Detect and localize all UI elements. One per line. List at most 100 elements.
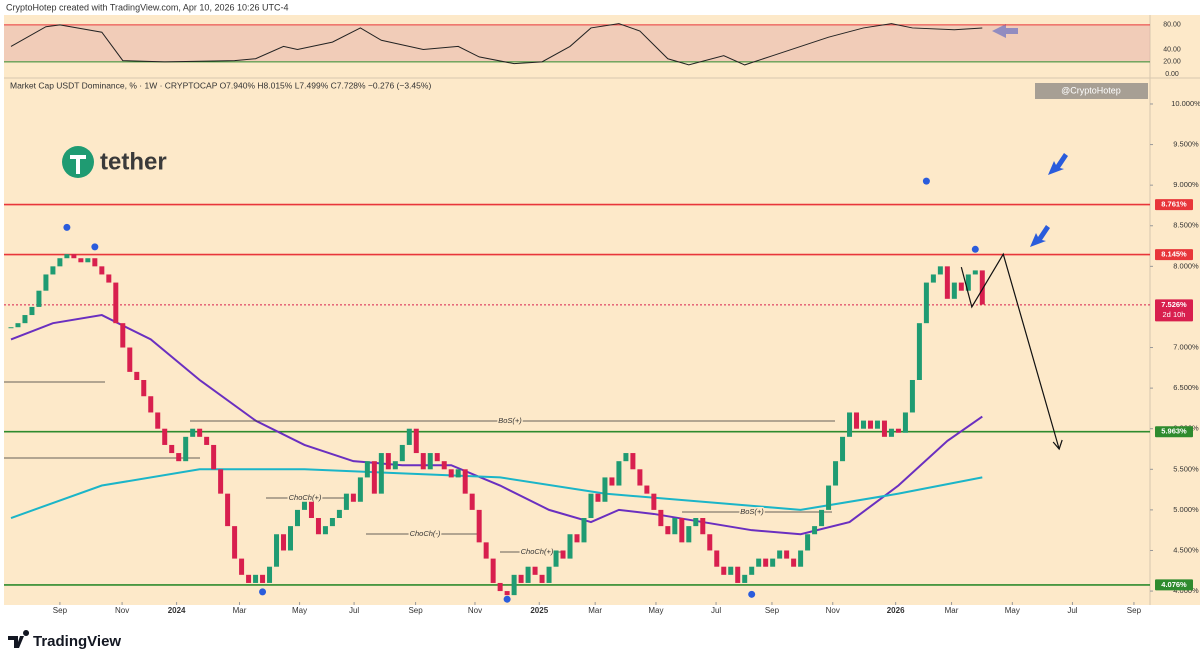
candle-body bbox=[371, 461, 377, 494]
candle-body bbox=[301, 501, 307, 510]
projection-path bbox=[960, 252, 1060, 450]
y-tick-label: 10.000% bbox=[1171, 99, 1200, 108]
candle-body bbox=[867, 420, 873, 429]
candle-body bbox=[176, 453, 182, 462]
candle-body bbox=[420, 453, 426, 470]
legend: Market Cap USDT Dominance, % · 1W · CRYP… bbox=[10, 80, 431, 90]
candle-body bbox=[937, 266, 943, 275]
candle-body bbox=[260, 574, 266, 583]
candle-body bbox=[99, 266, 105, 275]
x-tick-label: 2026 bbox=[887, 606, 905, 615]
level-tag bbox=[1155, 426, 1193, 438]
candle-body bbox=[539, 574, 545, 583]
x-tick-label: 2025 bbox=[530, 606, 548, 615]
logo-text: tether bbox=[100, 148, 167, 175]
candle-body bbox=[616, 461, 622, 486]
candle-body bbox=[462, 469, 468, 494]
pivot-dot bbox=[971, 245, 979, 253]
structure-label: ChoCh(-) bbox=[410, 529, 441, 538]
candle-body bbox=[791, 558, 797, 567]
candle-body bbox=[679, 518, 685, 543]
x-tick-label: Jul bbox=[1067, 606, 1077, 615]
y-tick-label: 9.000% bbox=[1173, 180, 1199, 189]
pivot-dot bbox=[91, 243, 99, 251]
candle-body bbox=[923, 282, 929, 324]
chart-background bbox=[4, 15, 1150, 605]
candle-body bbox=[232, 526, 238, 559]
candle-body bbox=[392, 461, 398, 470]
x-tick-label: Mar bbox=[233, 606, 247, 615]
candle-body bbox=[511, 574, 517, 596]
y-tick-label: 4.500% bbox=[1173, 545, 1199, 554]
candle-body bbox=[721, 566, 727, 575]
candle-body bbox=[64, 254, 70, 259]
candle-body bbox=[57, 258, 63, 267]
structure-label: ChoCh(+) bbox=[289, 493, 322, 502]
candle-body bbox=[294, 509, 300, 527]
x-tick-label: 2024 bbox=[168, 606, 186, 615]
candle-body bbox=[406, 428, 412, 445]
candle-body bbox=[672, 518, 678, 535]
candle-body bbox=[134, 371, 140, 380]
level-label: 7.526% bbox=[1161, 300, 1187, 309]
candle-body bbox=[909, 379, 915, 413]
candle-body bbox=[476, 509, 482, 543]
candle-body bbox=[651, 493, 657, 510]
rsi-tick-label: 0.00 bbox=[1165, 71, 1179, 78]
level-tag bbox=[1155, 579, 1193, 591]
candle-body bbox=[930, 274, 936, 283]
moving-average bbox=[10, 468, 983, 519]
candle-body bbox=[693, 518, 699, 527]
pivot-dot bbox=[748, 590, 756, 598]
watermark: @CryptoHotep bbox=[1061, 85, 1121, 95]
level-label: 4.076% bbox=[1161, 580, 1187, 589]
footer-icon bbox=[8, 630, 30, 648]
candle-body bbox=[204, 436, 210, 445]
structure-label: BoS(+) bbox=[740, 507, 764, 516]
candle-body bbox=[770, 558, 776, 567]
candle-body bbox=[518, 574, 524, 583]
candle-body bbox=[434, 453, 440, 462]
candle-body bbox=[427, 453, 433, 470]
candle-body bbox=[602, 477, 608, 502]
candle-body bbox=[567, 534, 573, 559]
candle-body bbox=[455, 469, 461, 478]
level-label: 5.963% bbox=[1161, 427, 1187, 436]
candle-body bbox=[22, 315, 28, 324]
candle-body bbox=[881, 420, 887, 437]
candle-body bbox=[357, 477, 363, 502]
footer-brand: TradingView bbox=[33, 633, 121, 650]
candle-body bbox=[162, 428, 168, 445]
candle-body bbox=[686, 526, 692, 543]
candle-body bbox=[595, 493, 601, 502]
projection-arrowhead bbox=[1052, 439, 1063, 451]
candle-body bbox=[155, 412, 161, 429]
rsi-band bbox=[4, 24, 1150, 62]
candle-body bbox=[50, 266, 56, 275]
candle-body bbox=[15, 323, 21, 328]
candle-body bbox=[756, 558, 762, 567]
candle-body bbox=[441, 461, 447, 470]
logo-glyph bbox=[70, 155, 86, 174]
x-tick-label: Nov bbox=[468, 606, 482, 615]
y-tick-label: 7.000% bbox=[1173, 343, 1199, 352]
candle-body bbox=[560, 550, 566, 559]
candle-body bbox=[812, 526, 818, 535]
candle-body bbox=[211, 444, 217, 470]
candle-body bbox=[350, 493, 356, 502]
x-tick-label: May bbox=[292, 606, 307, 615]
candle-body bbox=[581, 518, 587, 543]
candle-body bbox=[183, 436, 189, 462]
candle-body bbox=[742, 574, 748, 583]
credit: CryptoHotep created with TradingView.com… bbox=[6, 2, 289, 12]
candle-body bbox=[714, 550, 720, 567]
watermark-box bbox=[1035, 83, 1148, 99]
pivot-dot bbox=[922, 177, 930, 185]
candle-body bbox=[630, 453, 636, 470]
candle-body bbox=[85, 258, 91, 263]
y-tick-label: 8.000% bbox=[1173, 261, 1199, 270]
candle-body bbox=[448, 469, 454, 478]
candle-body bbox=[190, 428, 196, 437]
candle-body bbox=[29, 306, 35, 316]
